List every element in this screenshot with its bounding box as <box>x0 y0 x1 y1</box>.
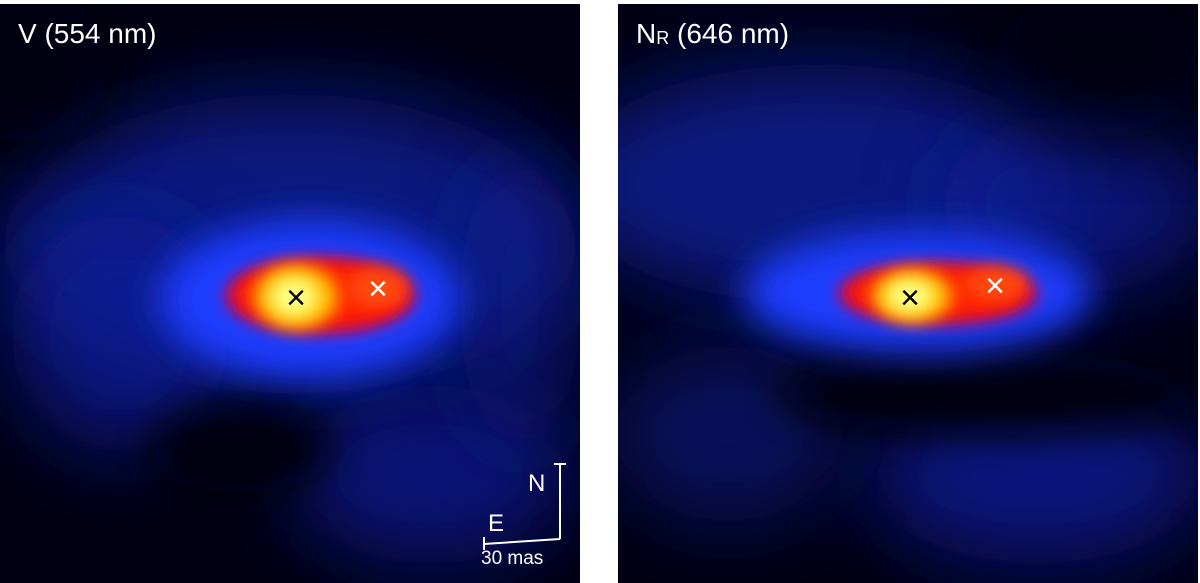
intensity-map-nr <box>618 4 1198 583</box>
secondary-star-cross-icon: × <box>985 267 1005 305</box>
intensity-map-v <box>0 4 580 583</box>
scale-bar-label: 30 mas <box>481 548 544 569</box>
panel-label-nr: NR (646 nm) <box>636 18 790 49</box>
compass-east-label: E <box>488 510 505 537</box>
panel-label-v: V (554 nm) <box>18 18 157 49</box>
primary-star-cross-icon: × <box>900 279 920 317</box>
primary-star-cross-icon: × <box>286 279 306 317</box>
secondary-star-cross-icon: × <box>368 270 388 308</box>
image-panel-v: V (554 nm) × × N E 30 mas <box>0 4 580 583</box>
image-panel-nr: NR (646 nm) × × <box>618 4 1198 583</box>
compass-arrows <box>483 463 566 550</box>
compass-north-label: N <box>528 470 546 497</box>
